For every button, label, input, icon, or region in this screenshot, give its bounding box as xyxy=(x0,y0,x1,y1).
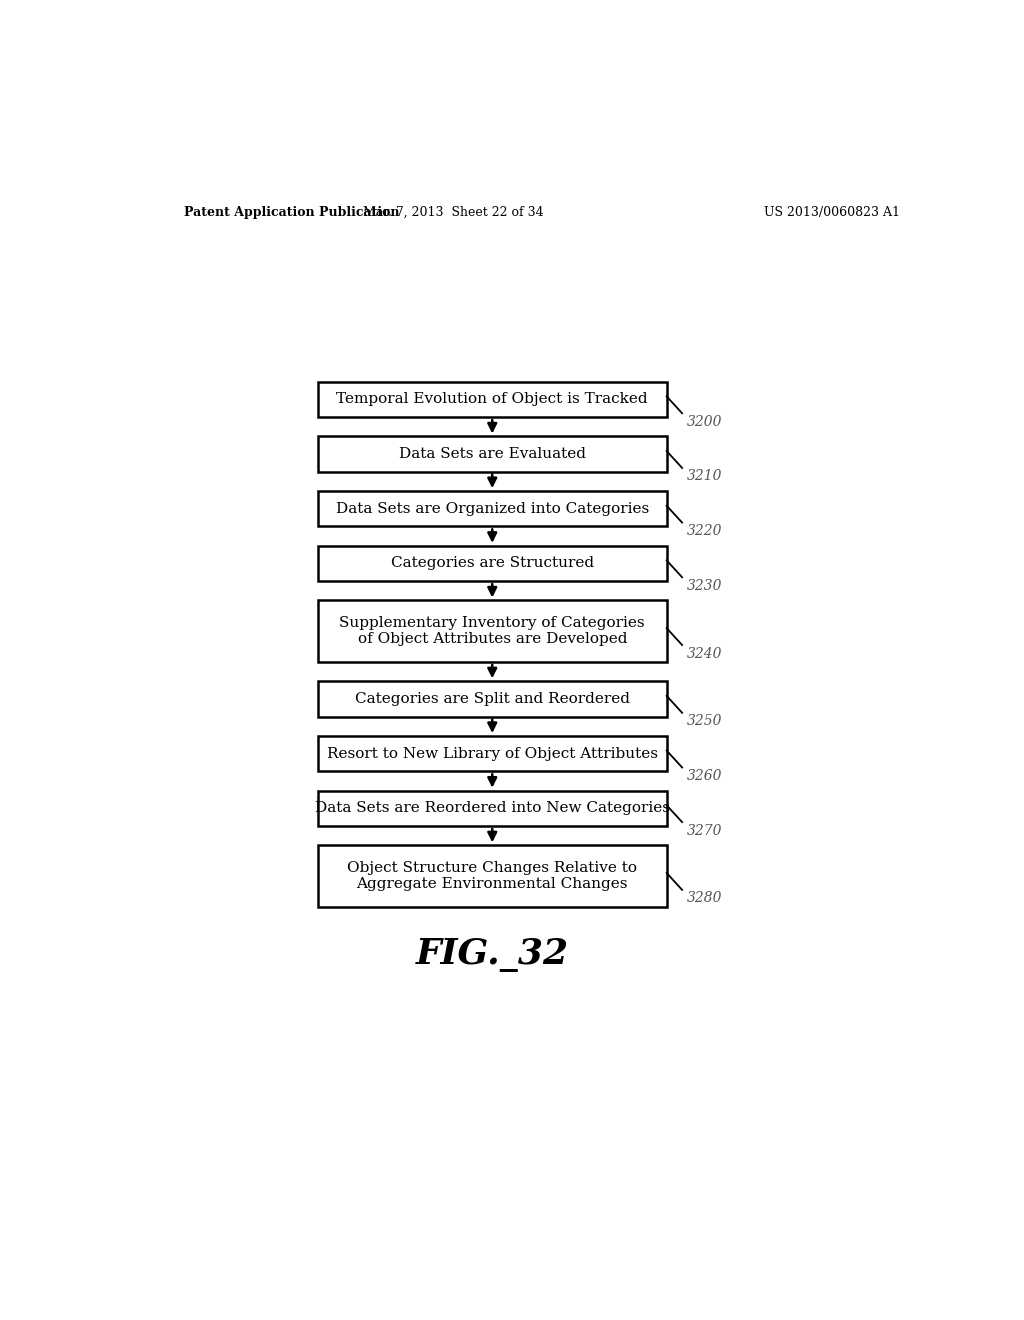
Text: Object Structure Changes Relative to
Aggregate Environmental Changes: Object Structure Changes Relative to Agg… xyxy=(347,861,637,891)
FancyBboxPatch shape xyxy=(317,601,667,663)
Text: Resort to New Library of Object Attributes: Resort to New Library of Object Attribut… xyxy=(327,747,657,760)
Text: 3280: 3280 xyxy=(687,891,722,906)
FancyBboxPatch shape xyxy=(317,737,667,771)
FancyBboxPatch shape xyxy=(317,381,667,417)
FancyBboxPatch shape xyxy=(317,681,667,717)
Text: 3220: 3220 xyxy=(687,524,722,539)
Text: Categories are Split and Reordered: Categories are Split and Reordered xyxy=(354,692,630,706)
FancyBboxPatch shape xyxy=(317,845,667,907)
Text: 3250: 3250 xyxy=(687,714,722,729)
Text: Temporal Evolution of Object is Tracked: Temporal Evolution of Object is Tracked xyxy=(337,392,648,407)
Text: 3200: 3200 xyxy=(687,414,722,429)
Text: 3230: 3230 xyxy=(687,579,722,593)
FancyBboxPatch shape xyxy=(317,791,667,826)
FancyBboxPatch shape xyxy=(317,491,667,527)
Text: 3270: 3270 xyxy=(687,824,722,838)
Text: 3260: 3260 xyxy=(687,770,722,783)
Text: Supplementary Inventory of Categories
of Object Attributes are Developed: Supplementary Inventory of Categories of… xyxy=(339,616,645,647)
Text: Data Sets are Organized into Categories: Data Sets are Organized into Categories xyxy=(336,502,649,516)
Text: 3240: 3240 xyxy=(687,647,722,660)
Text: Categories are Structured: Categories are Structured xyxy=(391,557,594,570)
Text: US 2013/0060823 A1: US 2013/0060823 A1 xyxy=(764,206,899,219)
FancyBboxPatch shape xyxy=(317,437,667,471)
Text: Data Sets are Reordered into New Categories: Data Sets are Reordered into New Categor… xyxy=(314,801,670,816)
Text: FIG._32: FIG._32 xyxy=(416,937,568,972)
Text: Data Sets are Evaluated: Data Sets are Evaluated xyxy=(398,447,586,461)
Text: 3210: 3210 xyxy=(687,470,722,483)
Text: Patent Application Publication: Patent Application Publication xyxy=(183,206,399,219)
Text: Mar. 7, 2013  Sheet 22 of 34: Mar. 7, 2013 Sheet 22 of 34 xyxy=(364,206,544,219)
FancyBboxPatch shape xyxy=(317,545,667,581)
